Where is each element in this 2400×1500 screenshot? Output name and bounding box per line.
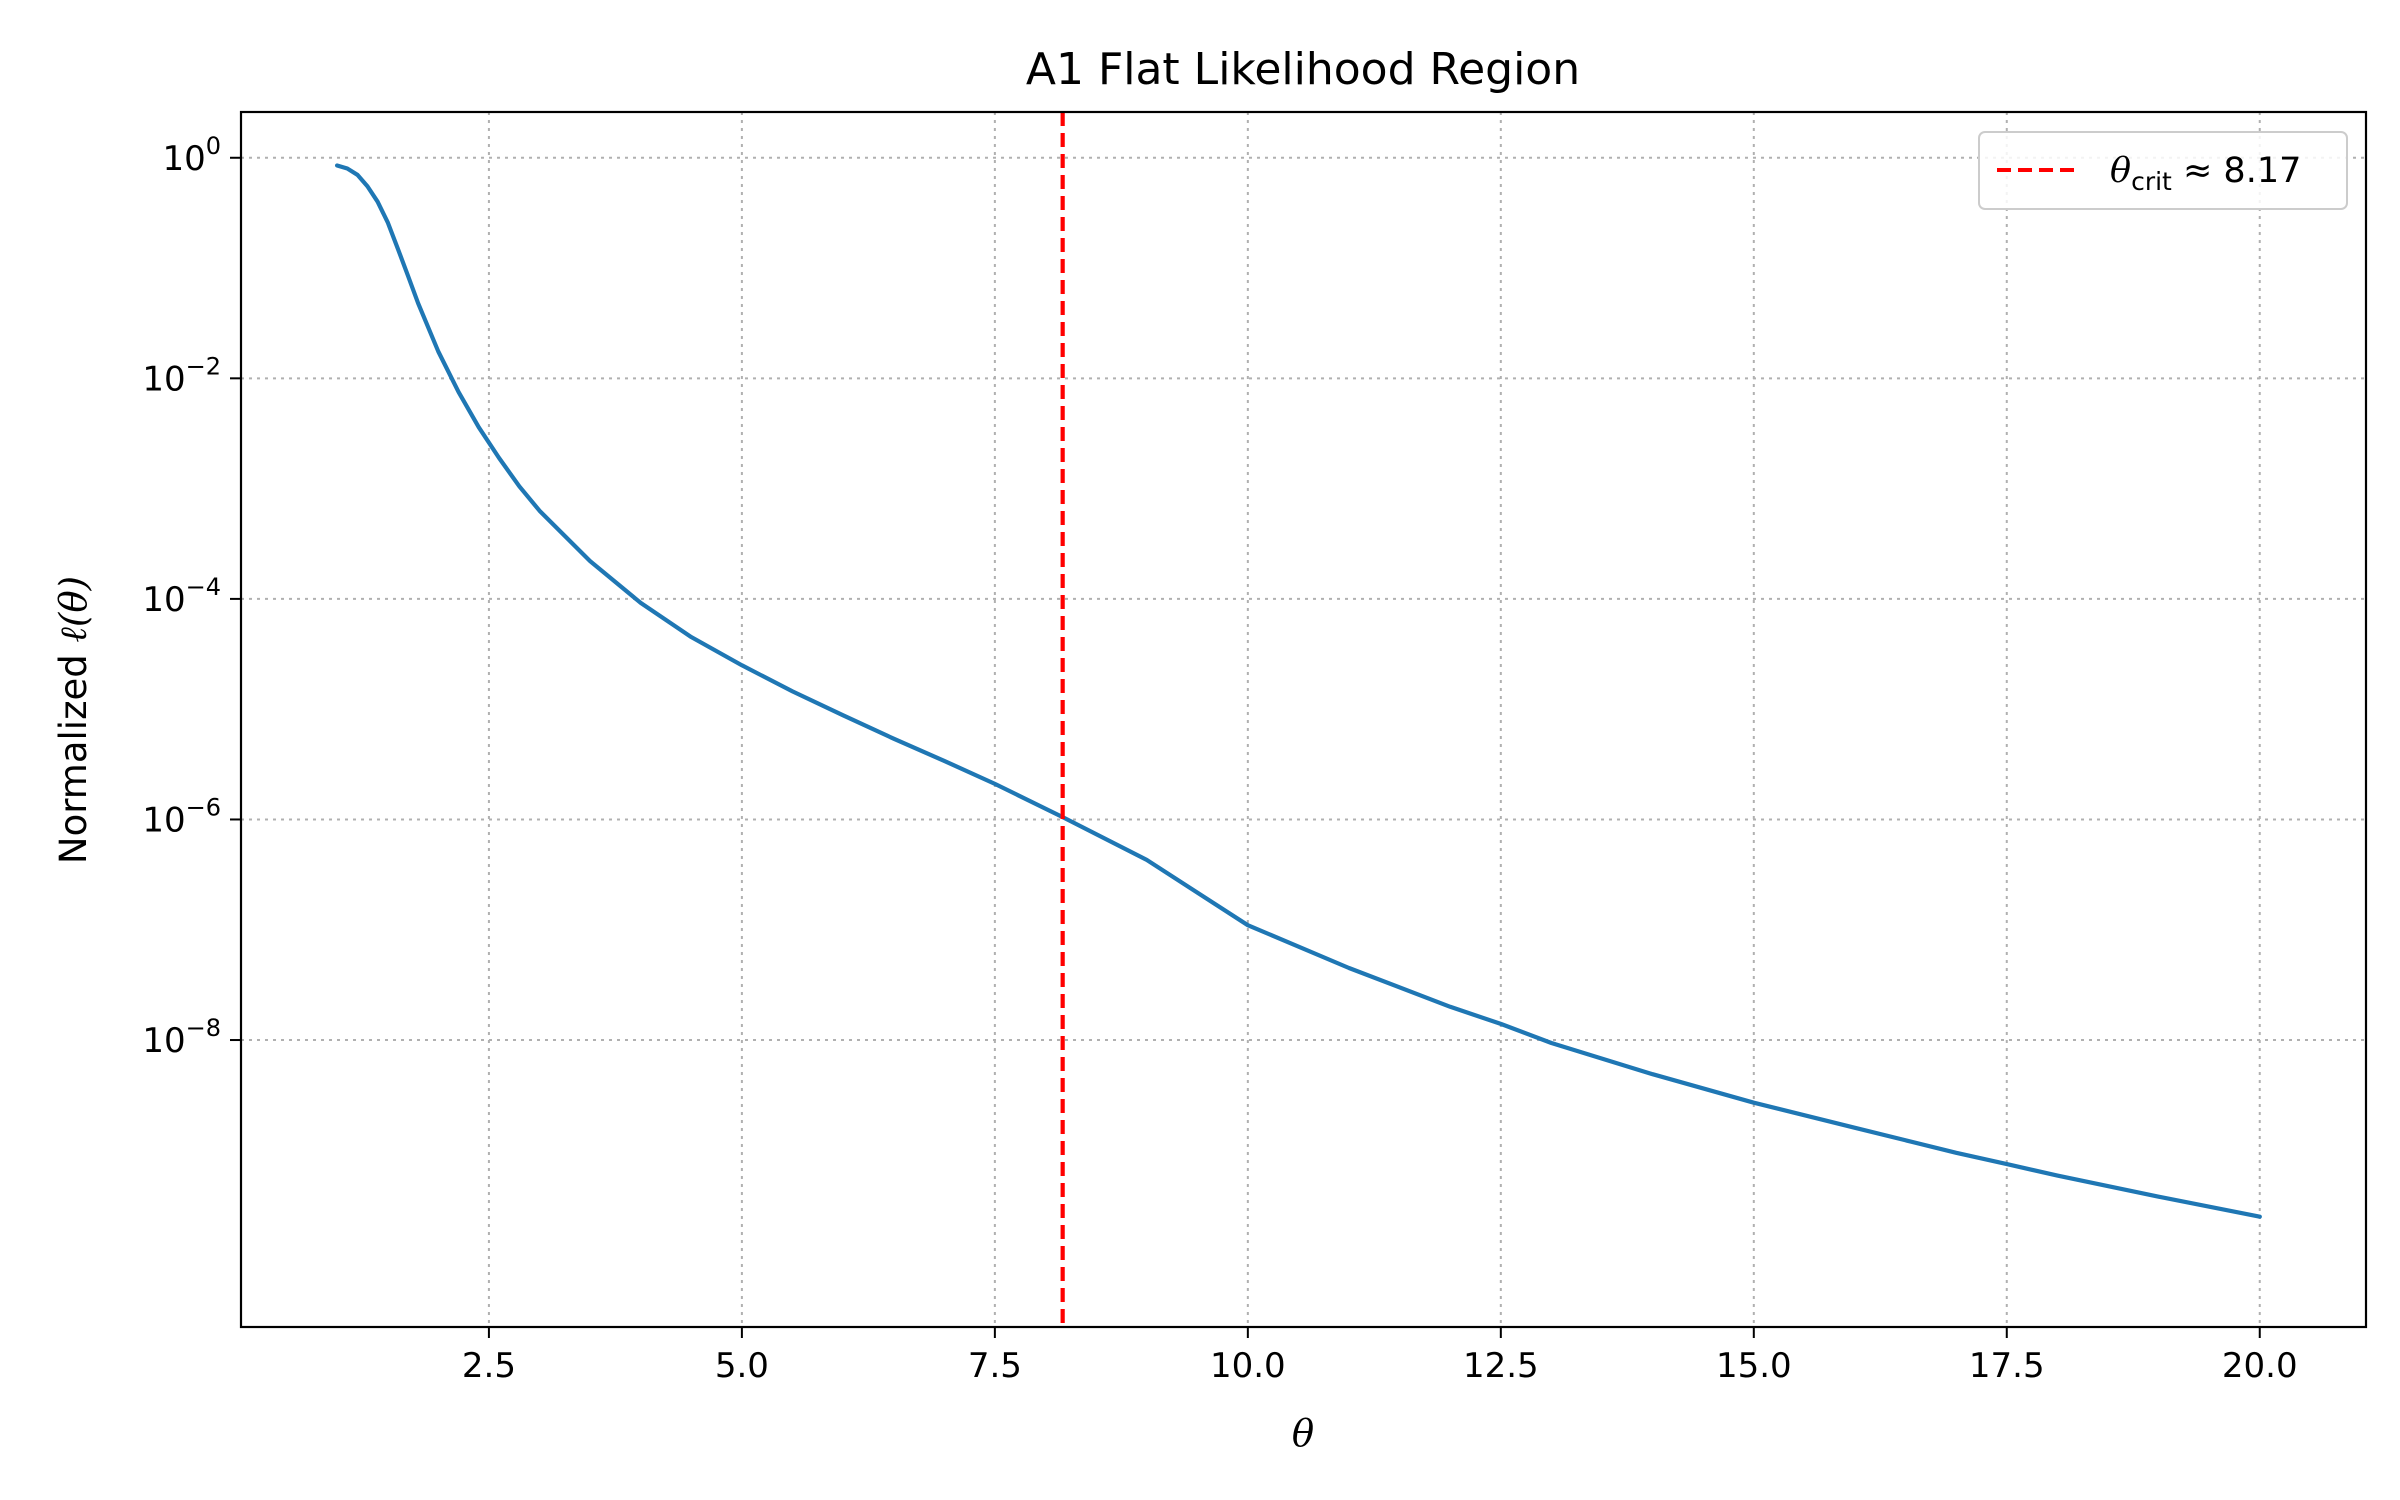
chart-title: A1 Flat Likelihood Region bbox=[1026, 44, 1580, 95]
x-tick-label: 7.5 bbox=[968, 1346, 1022, 1386]
y-tick-label: 10−8 bbox=[142, 1014, 221, 1061]
legend-subscript: crit bbox=[2131, 167, 2172, 196]
y-axis-label-symbol: ℓ(θ) bbox=[52, 576, 95, 643]
y-axis-label: Normalized ℓ(θ) bbox=[52, 576, 95, 864]
y-tick-base: 10 bbox=[142, 359, 185, 399]
y-axis-label-prefix: Normalized bbox=[52, 642, 95, 864]
x-tick-label: 17.5 bbox=[1969, 1346, 2045, 1386]
y-tick-exponent: −8 bbox=[186, 1014, 221, 1042]
legend: θcrit ≈ 8.17 bbox=[1978, 131, 2348, 210]
x-axis-ticks: 2.5 5.0 7.5 10.0 12.5 15.0 17.5 20.0 bbox=[462, 1327, 2298, 1386]
y-tick-base: 10 bbox=[142, 800, 185, 840]
y-tick-exponent: −4 bbox=[186, 573, 221, 601]
y-tick-exponent: −6 bbox=[186, 793, 221, 821]
y-tick-label: 10−4 bbox=[142, 573, 221, 620]
x-tick-label: 20.0 bbox=[2222, 1346, 2298, 1386]
y-tick-base: 10 bbox=[162, 139, 205, 179]
x-tick-label: 15.0 bbox=[1716, 1346, 1792, 1386]
x-tick-label: 5.0 bbox=[715, 1346, 769, 1386]
y-tick-base: 10 bbox=[142, 580, 185, 620]
y-tick-exponent: 0 bbox=[206, 132, 221, 160]
x-tick-label: 10.0 bbox=[1210, 1346, 1286, 1386]
y-tick-label: 10−2 bbox=[142, 352, 221, 399]
series-layer bbox=[335, 112, 2262, 1327]
plot-frame bbox=[239, 110, 2368, 1329]
legend-theta-symbol: θ bbox=[2110, 151, 2131, 191]
y-tick-base: 10 bbox=[142, 1021, 185, 1061]
x-tick-label: 2.5 bbox=[462, 1346, 516, 1386]
likelihood-curve bbox=[335, 163, 2262, 1219]
y-tick-exponent: −2 bbox=[186, 352, 221, 380]
legend-box bbox=[1978, 131, 2348, 210]
y-tick-label: 10−6 bbox=[142, 793, 221, 840]
legend-label: θcrit ≈ 8.17 bbox=[2110, 151, 2301, 196]
x-tick-label: 12.5 bbox=[1463, 1346, 1539, 1386]
y-tick-label: 100 bbox=[162, 132, 221, 179]
legend-approx-value: ≈ 8.17 bbox=[2172, 151, 2302, 191]
x-axis-label: θ bbox=[1292, 1412, 1314, 1455]
